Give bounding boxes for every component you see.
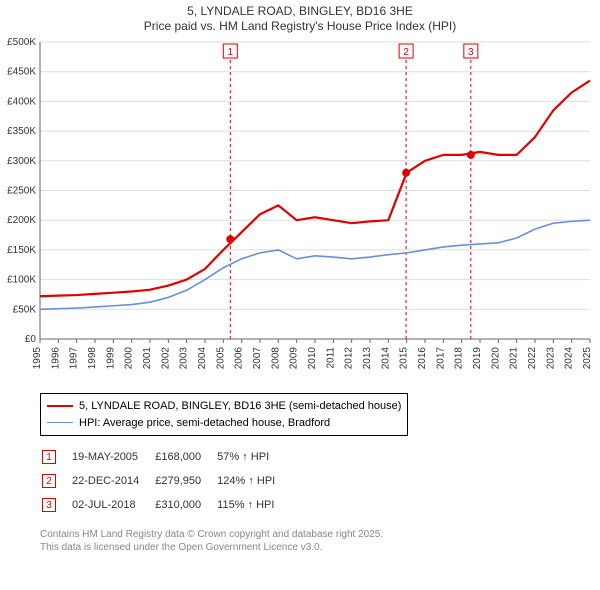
y-tick-label: £500K xyxy=(7,37,36,48)
sale-marker-icon: 3 xyxy=(42,498,56,512)
x-tick-label: 2015 xyxy=(399,347,410,370)
y-tick-label: £400K xyxy=(7,96,36,107)
legend-label-subject: 5, LYNDALE ROAD, BINGLEY, BD16 3HE (semi… xyxy=(79,398,401,415)
x-tick-label: 2008 xyxy=(270,347,281,370)
title-line1: 5, LYNDALE ROAD, BINGLEY, BD16 3HE xyxy=(0,4,600,19)
x-tick-label: 2002 xyxy=(160,347,171,370)
footer-line1: Contains HM Land Registry data © Crown c… xyxy=(40,528,600,541)
x-tick-label: 2001 xyxy=(142,347,153,370)
x-tick-label: 2018 xyxy=(454,347,465,370)
x-tick-label: 1998 xyxy=(87,347,98,370)
sales-table: 1 19-MAY-2005£168,00057% ↑ HPI 2 22-DEC-201… xyxy=(40,444,291,518)
x-tick-label: 2023 xyxy=(545,347,556,370)
sale-hpi: 57% ↑ HPI xyxy=(217,446,289,468)
title-line2: Price paid vs. HM Land Registry's House … xyxy=(0,19,600,34)
sale-price: £279,950 xyxy=(155,470,215,492)
sale-dot xyxy=(402,169,410,177)
sales-row: 2 22-DEC-2014£279,950124% ↑ HPI xyxy=(42,470,289,492)
x-tick-label: 2010 xyxy=(307,347,318,370)
y-tick-label: £250K xyxy=(7,186,36,197)
sale-marker-index: 2 xyxy=(403,47,409,58)
price-chart: £0 £50K £100K £150K £200K £250K £300K £350K £400… xyxy=(0,34,600,389)
x-tick-label: 2020 xyxy=(490,347,501,370)
y-tick-label: £350K xyxy=(7,126,36,137)
x-tick-label: 2006 xyxy=(234,347,245,370)
y-tick-label: £300K xyxy=(7,156,36,167)
x-tick-label: 2000 xyxy=(124,347,135,370)
y-tick-label: £50K xyxy=(13,304,37,315)
legend-swatch-subject xyxy=(47,405,73,407)
footer-line2: This data is licensed under the Open Gov… xyxy=(40,541,600,554)
legend-item-hpi: HPI: Average price, semi-detached house,… xyxy=(47,415,401,432)
sale-hpi: 115% ↑ HPI xyxy=(217,494,289,516)
y-tick-label: £0 xyxy=(25,334,37,345)
x-tick-label: 2016 xyxy=(417,347,428,370)
x-tick-label: 2024 xyxy=(564,347,575,370)
y-tick-label: £100K xyxy=(7,275,36,286)
x-tick-label: 2021 xyxy=(509,347,520,370)
footer-note: Contains HM Land Registry data © Crown c… xyxy=(40,528,600,554)
legend-swatch-hpi xyxy=(47,422,73,423)
sale-marker-index: 3 xyxy=(468,47,474,58)
y-tick-label: £450K xyxy=(7,67,36,78)
x-tick-label: 1997 xyxy=(69,347,80,370)
legend: 5, LYNDALE ROAD, BINGLEY, BD16 3HE (semi… xyxy=(40,393,408,436)
sale-date: 02-JUL-2018 xyxy=(72,494,153,516)
x-tick-label: 2003 xyxy=(179,347,190,370)
legend-label-hpi: HPI: Average price, semi-detached house,… xyxy=(79,415,330,432)
series-subject xyxy=(40,81,590,297)
sale-marker-index: 1 xyxy=(228,47,234,58)
sales-row: 3 02-JUL-2018£310,000115% ↑ HPI xyxy=(42,494,289,516)
x-tick-label: 2009 xyxy=(289,347,300,370)
sale-marker-icon: 2 xyxy=(42,474,56,488)
x-tick-label: 2022 xyxy=(527,347,538,370)
x-tick-label: 2017 xyxy=(435,347,446,370)
x-tick-label: 1995 xyxy=(32,347,43,370)
sale-date: 19-MAY-2005 xyxy=(72,446,153,468)
x-tick-label: 1999 xyxy=(105,347,116,370)
chart-canvas: £0 £50K £100K £150K £200K £250K £300K £350K £400… xyxy=(0,34,600,389)
chart-title: 5, LYNDALE ROAD, BINGLEY, BD16 3HE Price… xyxy=(0,0,600,34)
x-tick-label: 2007 xyxy=(252,347,263,370)
x-tick-label: 2011 xyxy=(325,347,336,369)
x-tick-label: 2014 xyxy=(380,347,391,370)
sale-price: £310,000 xyxy=(155,494,215,516)
sale-date: 22-DEC-2014 xyxy=(72,470,153,492)
y-tick-label: £150K xyxy=(7,245,36,256)
sale-dot xyxy=(467,151,475,159)
y-tick-label: £200K xyxy=(7,215,36,226)
sale-dot xyxy=(226,235,234,243)
x-tick-label: 2019 xyxy=(472,347,483,370)
legend-item-subject: 5, LYNDALE ROAD, BINGLEY, BD16 3HE (semi… xyxy=(47,398,401,415)
sale-marker-icon: 1 xyxy=(42,450,56,464)
sale-hpi: 124% ↑ HPI xyxy=(217,470,289,492)
x-tick-label: 1996 xyxy=(50,347,61,370)
sale-price: £168,000 xyxy=(155,446,215,468)
x-tick-label: 2013 xyxy=(362,347,373,370)
x-tick-label: 2005 xyxy=(215,347,226,370)
series-hpi xyxy=(40,220,590,309)
x-tick-label: 2025 xyxy=(582,347,593,370)
x-tick-label: 2012 xyxy=(344,347,355,370)
sales-row: 1 19-MAY-2005£168,00057% ↑ HPI xyxy=(42,446,289,468)
x-tick-label: 2004 xyxy=(197,347,208,370)
